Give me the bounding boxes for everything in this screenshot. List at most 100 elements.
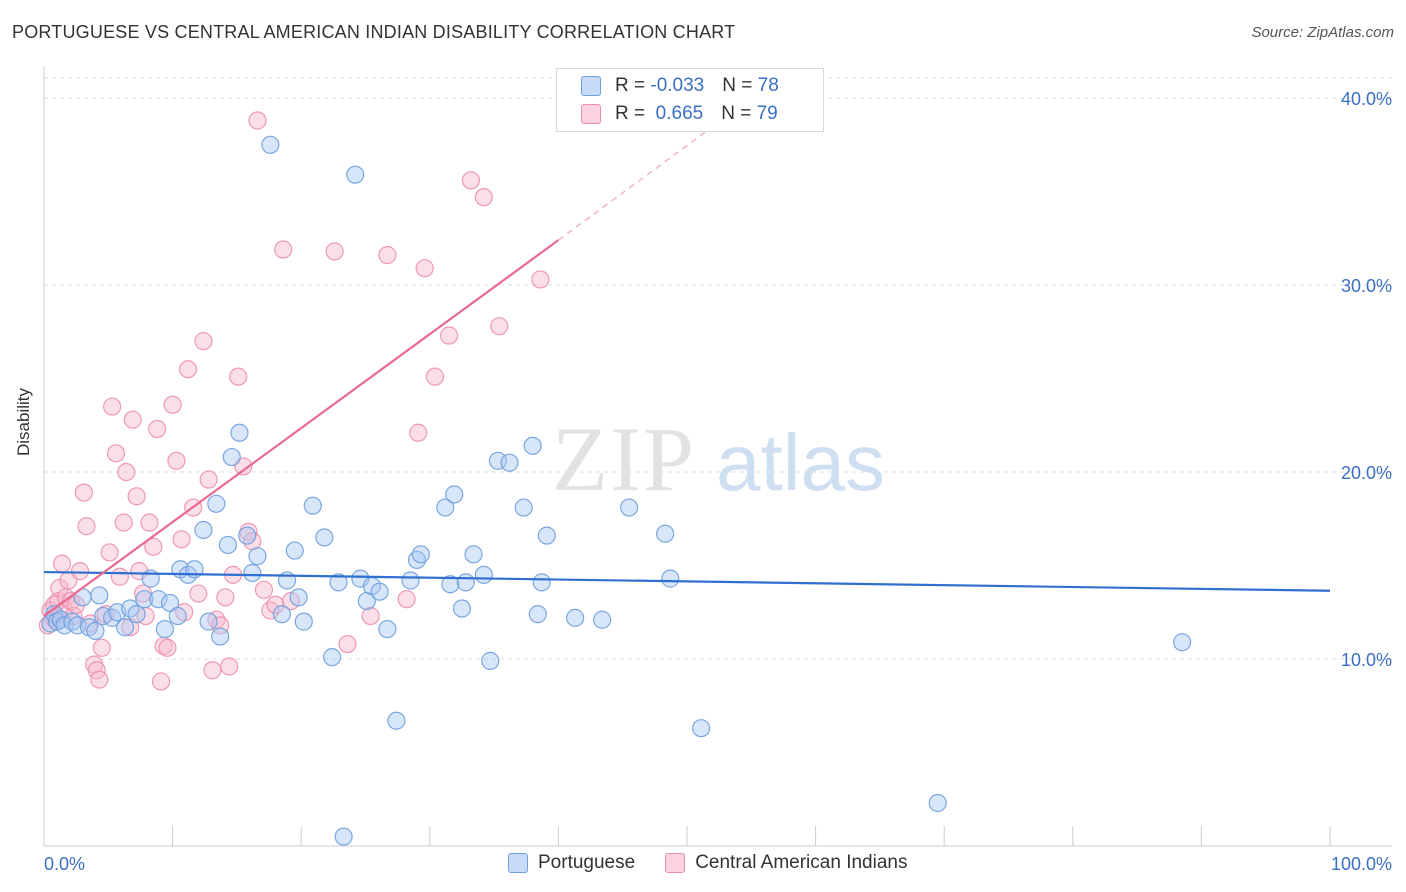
central-american-indians-point: [52, 554, 72, 573]
central-american-indians-point: [110, 567, 129, 586]
central-american-indians-point: [490, 317, 509, 336]
y-tick-label: 20.0%: [1341, 463, 1392, 483]
central-american-indians-point: [474, 188, 493, 207]
legend-r-value: 0.665: [650, 103, 704, 124]
legend-row-portuguese: R = -0.033 N = 78: [581, 73, 779, 99]
x-tick-label-left: 0.0%: [44, 854, 85, 874]
central-american-indians-point: [144, 537, 163, 556]
central-american-indians-point: [158, 638, 177, 657]
central-american-indians-point: [178, 360, 198, 379]
central-american-indians-point: [140, 513, 159, 532]
legend-item-central-american-indians: Central American Indians: [665, 852, 907, 874]
central-american-indians-point: [338, 634, 357, 654]
central-american-indians-point: [216, 588, 235, 607]
portuguese-point: [315, 528, 334, 547]
portuguese-point: [168, 606, 187, 626]
central-american-indians-point: [90, 670, 109, 689]
portuguese-point: [289, 588, 308, 607]
portuguese-point: [401, 571, 420, 590]
central-american-indians-point: [409, 423, 428, 442]
legend-r-value: -0.033: [650, 75, 705, 96]
portuguese-point: [928, 793, 947, 813]
portuguese-point: [436, 498, 455, 517]
portuguese-point: [537, 526, 556, 545]
central-american-indians-point: [220, 657, 239, 676]
portuguese-point: [272, 605, 292, 624]
portuguese-point: [94, 606, 113, 626]
central-american-indians-point: [461, 171, 481, 190]
legend-r-label: R =: [615, 75, 651, 96]
legend-label-central-american-indians: Central American Indians: [695, 852, 908, 873]
central-american-indians-point: [439, 326, 459, 345]
central-american-indians-point: [397, 590, 416, 609]
y-tick-label: 40.0%: [1341, 89, 1392, 109]
portuguese-point: [346, 165, 365, 184]
central-american-indians-point: [172, 530, 191, 549]
legend-n-label: N =: [721, 103, 757, 124]
central-american-indians-point: [70, 562, 90, 581]
legend-n-value: 79: [756, 103, 778, 124]
axes: [43, 66, 1392, 847]
portuguese-point: [523, 436, 542, 455]
portuguese-point: [155, 619, 174, 639]
central-american-indians-point: [194, 332, 213, 351]
portuguese-point: [199, 612, 218, 631]
central-american-indians-point: [425, 367, 445, 386]
central-american-indians-point: [378, 246, 397, 265]
central-american-indians-point: [254, 580, 274, 599]
portuguese-point: [464, 545, 483, 564]
central-american-indians-point: [203, 661, 222, 680]
portuguese-point: [441, 575, 460, 594]
central-american-indians-point: [100, 543, 119, 562]
portuguese-point: [149, 590, 168, 609]
central-american-indians-point: [167, 451, 186, 470]
portuguese-point: [692, 719, 711, 738]
portuguese-point: [445, 485, 464, 504]
portuguese-point: [68, 616, 87, 635]
legend-swatch-central-american-indians: [665, 853, 686, 873]
central-american-indians-point: [229, 367, 248, 386]
portuguese-point: [115, 618, 135, 637]
watermark: ZIP atlas: [552, 408, 885, 510]
y-tick-label: 10.0%: [1341, 650, 1392, 670]
central-american-indians-point: [92, 638, 111, 657]
central-american-indians-point: [77, 517, 96, 536]
series-legend: Portuguese Central American Indians: [508, 852, 937, 874]
portuguese-point: [452, 599, 472, 618]
central-american-indians-point: [189, 584, 208, 603]
portuguese-point: [387, 711, 406, 730]
portuguese-point: [243, 563, 262, 583]
portuguese-point: [194, 520, 213, 540]
central-american-indians-point: [531, 270, 550, 289]
portuguese-point: [334, 827, 353, 846]
x-tick-labels: 0.0% 100.0%: [44, 854, 1392, 874]
portuguese-points: [41, 135, 1192, 846]
central-american-indians-point: [148, 419, 167, 439]
central-american-indians-point: [127, 487, 146, 506]
portuguese-point: [230, 423, 249, 442]
portuguese-point: [661, 569, 680, 588]
portuguese-point: [481, 651, 500, 670]
watermark-atlas: atlas: [716, 418, 885, 507]
portuguese-point: [303, 496, 322, 515]
portuguese-point: [41, 614, 60, 633]
legend-label-portuguese: Portuguese: [538, 852, 636, 873]
legend-n-value: 78: [757, 75, 779, 96]
portuguese-point: [248, 547, 267, 566]
central-american-indians-point: [106, 444, 126, 463]
y-tick-label: 30.0%: [1341, 276, 1392, 296]
portuguese-point: [370, 582, 389, 601]
portuguese-point: [285, 541, 304, 560]
portuguese-point: [620, 498, 639, 517]
central-american-indians-point: [121, 618, 140, 637]
source-label: Source: ZipAtlas.com: [1251, 24, 1394, 41]
portuguese-point: [90, 586, 109, 605]
y-axis-label: Disability: [14, 387, 33, 456]
portuguese-point: [411, 545, 430, 564]
central-american-indians-point: [261, 601, 280, 620]
portuguese-point: [211, 627, 230, 646]
legend-row-central-american-indians: R = 0.665 N = 79: [581, 101, 778, 127]
chart-title: PORTUGUESE VS CENTRAL AMERICAN INDIAN DI…: [12, 22, 736, 42]
portuguese-point: [1173, 633, 1192, 652]
